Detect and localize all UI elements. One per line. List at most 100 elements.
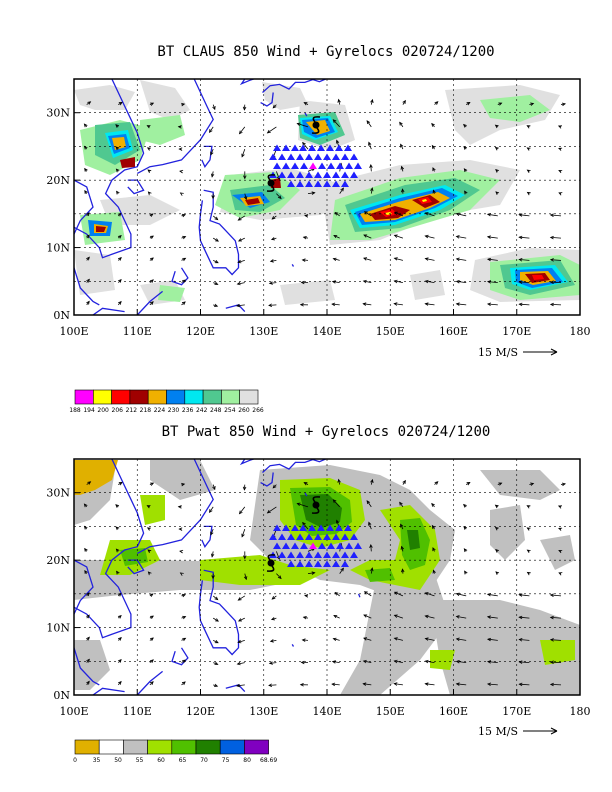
wind-arrow [519, 281, 530, 283]
gyre-triangle [305, 153, 313, 160]
gyre-triangle [308, 144, 316, 151]
bottom-wind-ref-label: 15 M/S [478, 725, 518, 738]
wind-arrow [519, 639, 530, 641]
wind-arrow [244, 573, 247, 580]
wind-arrow-head [86, 278, 90, 283]
wind-arrow-head [363, 257, 368, 261]
wind-arrow [368, 522, 372, 530]
wind-arrow [425, 258, 435, 261]
gyre-triangle [332, 560, 340, 567]
gyre-triangle [350, 171, 358, 178]
wind-arrow-head [304, 594, 309, 598]
wind-arrow [237, 260, 245, 263]
wind-arrow [370, 164, 372, 172]
gyre-triangle [341, 560, 349, 567]
x-tick-label: 150E [376, 705, 405, 718]
wind-arrow-head [277, 575, 282, 580]
wind-arrow-head [370, 478, 374, 483]
gyre-triangle [314, 551, 322, 558]
wind-arrow-head [117, 592, 122, 597]
wind-arrow-head [211, 195, 215, 200]
gyre-triangle [296, 171, 304, 178]
wind-arrow [394, 683, 403, 686]
y-tick-label: 30N [46, 487, 70, 500]
wind-arrow [487, 213, 498, 217]
wind-arrow-head [362, 682, 367, 686]
wind-arrow-head [530, 102, 535, 106]
bottom-coastlines [74, 459, 361, 695]
coastline [310, 459, 326, 463]
wind-arrow-head [299, 683, 304, 687]
wind-arrow [333, 119, 340, 128]
wind-arrow [456, 616, 467, 619]
wind-arrow [519, 594, 530, 597]
coastline [239, 459, 256, 466]
wind-arrow-head [115, 124, 120, 128]
wind-arrow-head [146, 527, 151, 531]
wind-arrow-head [302, 141, 306, 146]
wind-arrow-head [486, 235, 491, 239]
wind-arrow-head [300, 660, 305, 665]
wind-arrow-head [117, 234, 122, 239]
x-tick-label: 130E [249, 705, 278, 718]
gyre-triangle [332, 180, 340, 187]
gyre-triangle [350, 551, 358, 558]
x-tick-label: 120E [186, 325, 215, 338]
wind-arrow-head [557, 125, 563, 129]
gyre-triangle [350, 153, 358, 160]
wind-arrow-head [210, 553, 215, 558]
wind-arrow-head [362, 302, 367, 306]
colorbar-label: 266 [252, 407, 264, 414]
wind-arrow [210, 148, 214, 155]
typhoon-symbol-icon [312, 501, 320, 509]
gyre-triangle [344, 524, 352, 531]
wind-arrow-head [181, 102, 186, 107]
wind-arrow-head [238, 130, 243, 135]
wind-arrow-head [393, 302, 398, 306]
wind-arrow-head [558, 550, 563, 554]
wind-arrow-head [83, 145, 88, 150]
wind-arrow-head [400, 523, 404, 528]
x-tick-label: 130E [249, 325, 278, 338]
wind-arrow-head [464, 190, 468, 195]
wind-arrow [487, 303, 498, 306]
wind-arrow-head [146, 505, 151, 509]
wind-arrow-head [179, 169, 184, 174]
coastline [136, 670, 164, 695]
wind-arrow-head [115, 146, 120, 151]
colorbar-label: 65 [179, 757, 187, 764]
wind-arrow [239, 506, 246, 514]
wind-arrow-head [301, 638, 306, 642]
colorbar-label: 236 [182, 407, 194, 414]
wind-arrow-head [242, 486, 247, 491]
wind-arrow [550, 237, 562, 239]
wind-arrow-head [363, 637, 368, 641]
wind-arrow-head [368, 141, 372, 146]
wind-arrow-head [557, 505, 563, 509]
wind-arrow-head [181, 681, 186, 686]
wind-arrow-head [83, 503, 88, 508]
wind-arrow-head [182, 615, 187, 620]
wind-arrow-head [146, 125, 151, 129]
coastline [74, 459, 145, 639]
gyre-triangle [278, 533, 286, 540]
wind-arrow-head [334, 591, 339, 596]
gyre-triangle [314, 153, 322, 160]
wind-arrow-head [340, 567, 344, 572]
gyre-triangle [336, 162, 344, 169]
wind-arrow-head [333, 235, 338, 239]
gyre-triangle [350, 533, 358, 540]
wind-arrow-head [518, 258, 523, 262]
wind-arrow-head [526, 147, 531, 151]
wind-arrow [519, 616, 530, 619]
wind-arrow-head [116, 570, 120, 575]
wind-arrow-head [518, 615, 523, 620]
colorbar-label: 35 [93, 757, 101, 764]
bottom-panel-title: BT Pwat 850 Wind + Gyrelocs 020724/1200 [162, 424, 491, 440]
wind-arrow-head [331, 280, 336, 284]
wind-arrow-head [362, 279, 367, 284]
top-panel-title: BT CLAUS 850 Wind + Gyrelocs 020724/1200 [157, 44, 494, 60]
colorbar-swatch [147, 389, 167, 405]
wind-arrow [487, 258, 498, 261]
